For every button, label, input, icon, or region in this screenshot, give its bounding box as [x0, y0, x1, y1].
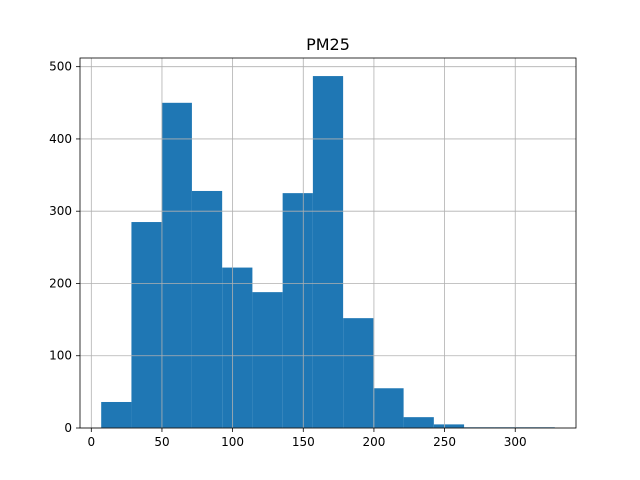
chart-title: PM25	[306, 35, 350, 54]
histogram-bar	[101, 401, 132, 428]
histogram-bar	[312, 76, 344, 428]
y-tick-label: 200	[49, 276, 72, 290]
histogram-bar	[161, 102, 192, 428]
y-tick-label: 400	[49, 132, 72, 146]
histogram-bars	[101, 76, 555, 428]
histogram-bar	[131, 222, 162, 428]
histogram-bar	[373, 388, 404, 428]
x-tick-label: 300	[504, 435, 527, 449]
x-tick-label: 50	[154, 435, 169, 449]
histogram-bar	[282, 193, 313, 428]
histogram-bar	[343, 318, 374, 428]
x-tick-label: 100	[221, 435, 244, 449]
x-tick-label: 250	[433, 435, 456, 449]
histogram-bar	[252, 292, 283, 428]
y-tick-label: 100	[49, 349, 72, 363]
histogram-bar	[191, 190, 223, 428]
plot-frame	[79, 57, 577, 429]
x-tick-label: 0	[87, 435, 95, 449]
y-tick-label: 500	[49, 60, 72, 74]
histogram-bar	[403, 417, 434, 428]
grid-lines	[80, 58, 576, 429]
histogram-bar	[433, 424, 465, 428]
y-tick-label: 300	[49, 204, 72, 218]
y-tick-label: 0	[64, 421, 72, 435]
x-tick-label: 200	[362, 435, 385, 449]
histogram-bar	[222, 267, 253, 428]
axis-ticks: 0 50 100 150 200 250 300 0 100 200 300 400 500	[49, 60, 527, 449]
x-tick-label: 150	[292, 435, 315, 449]
